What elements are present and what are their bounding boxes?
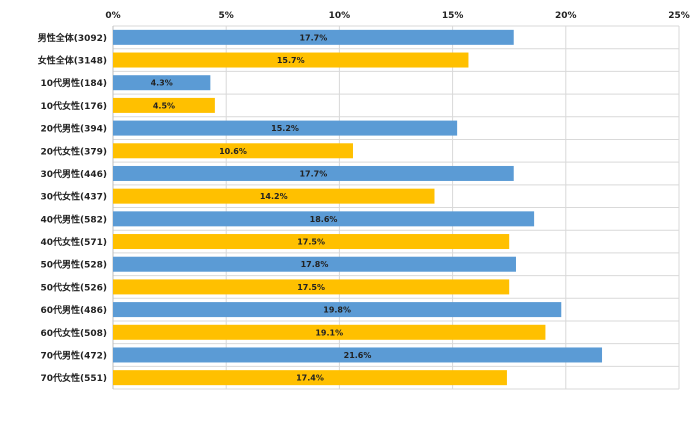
data-label: 17.8% [301, 260, 329, 269]
data-label: 21.6% [344, 351, 372, 360]
category-label: 40代男性(582) [40, 213, 107, 225]
x-tick-label: 0% [105, 11, 120, 21]
data-label: 17.7% [299, 33, 327, 42]
data-label: 14.2% [260, 192, 288, 201]
bar-male [113, 211, 535, 227]
bar-male [113, 75, 211, 91]
data-label: 18.6% [310, 215, 338, 224]
bar-female [113, 52, 469, 68]
category-label: 60代男性(486) [40, 304, 107, 316]
category-label: 10代女性(176) [40, 100, 107, 112]
category-label: 70代女性(551) [40, 372, 107, 384]
data-label: 17.4% [296, 374, 324, 383]
category-label: 60代女性(508) [40, 327, 107, 339]
category-label: 70代男性(472) [40, 349, 107, 361]
data-label: 15.7% [277, 56, 305, 65]
gridlines [112, 25, 680, 390]
bar-female [113, 279, 510, 295]
bar-male [113, 256, 516, 272]
data-label: 4.5% [153, 101, 175, 110]
x-tick-label: 5% [219, 11, 234, 21]
category-label: 40代女性(571) [40, 236, 107, 248]
data-label: 4.3% [151, 79, 173, 88]
bar-male [113, 29, 514, 45]
category-label: 30代女性(437) [40, 191, 107, 203]
bars [113, 29, 603, 386]
bar-male [113, 120, 458, 136]
data-label: 19.1% [315, 328, 343, 337]
x-tick-label: 15% [442, 11, 464, 21]
data-label: 17.7% [299, 169, 327, 178]
x-tick-label: 10% [329, 11, 351, 21]
bar-female [113, 324, 546, 340]
category-label: 50代男性(528) [40, 259, 107, 271]
category-label: 50代女性(526) [40, 281, 107, 293]
x-tick-label: 25% [668, 11, 690, 21]
x-axis-ticks: 0% 5% 10% 15% 20% 25% [105, 11, 689, 21]
category-label: 20代女性(379) [40, 145, 107, 157]
data-label: 17.5% [297, 238, 325, 247]
category-label: 30代男性(446) [40, 168, 107, 180]
data-labels: 17.7% 15.7% 4.3% 4.5% 15.2% 10.6% 17.7% 14.2% 18… [151, 33, 372, 382]
bar-female [113, 234, 510, 250]
x-tick-label: 20% [555, 11, 577, 21]
bar-male [113, 302, 562, 318]
data-label: 17.5% [297, 283, 325, 292]
category-labels: 男性全体(3092) 女性全体(3148) 10代男性(184) 10代女性(176)… [38, 32, 107, 384]
bar-female [113, 97, 215, 113]
category-label: 男性全体(3092) [38, 32, 107, 44]
bar-male [113, 347, 603, 363]
category-label: 10代男性(184) [40, 77, 107, 89]
category-label: 20代男性(394) [40, 123, 107, 135]
bar-female [113, 143, 353, 159]
bar-female [113, 188, 435, 204]
data-label: 15.2% [271, 124, 299, 133]
data-label: 19.8% [323, 306, 351, 315]
category-label: 女性全体(3148) [38, 55, 107, 67]
bar-male [113, 165, 514, 181]
bar-female [113, 370, 507, 386]
data-label: 10.6% [219, 147, 247, 156]
